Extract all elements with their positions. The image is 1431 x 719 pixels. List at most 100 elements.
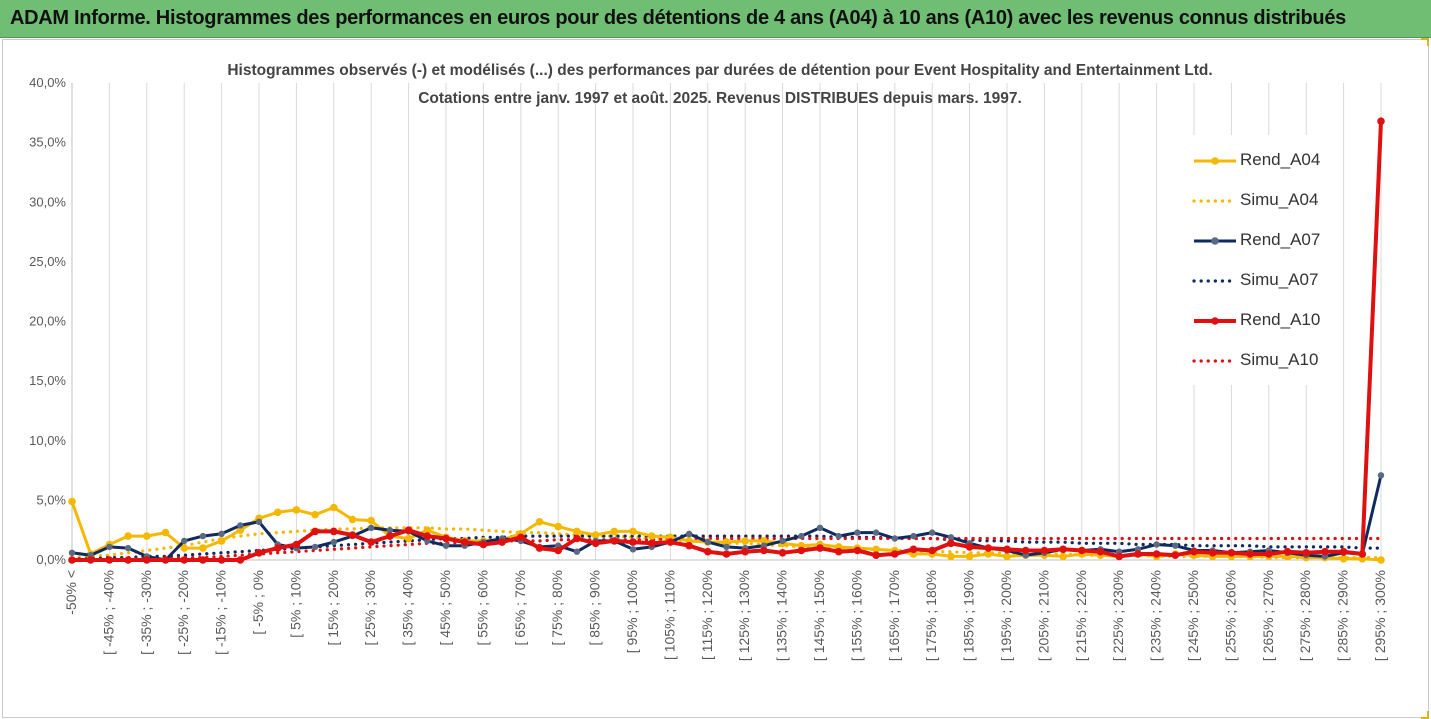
legend-label: Simu_A04 [1240,190,1319,209]
data-point [442,542,450,549]
data-point [1003,545,1011,554]
data-point [217,556,226,564]
legend-item-rend_a10: Rend_A10 [1162,309,1330,333]
data-point [610,527,619,536]
data-point [1208,549,1217,557]
data-point [629,546,637,553]
data-point [554,546,562,555]
data-point [704,538,711,546]
data-point [891,535,898,542]
data-point [1021,546,1030,555]
data-point [1246,550,1254,558]
data-point [1003,552,1011,561]
data-point [161,556,170,564]
data-point [1339,555,1348,563]
data-point [124,556,132,564]
data-point [311,527,319,536]
x-tick-label: [ 165% ; 170% [886,570,902,661]
series-lines [68,117,1385,564]
chart-subtitle: Cotations entre janv. 1997 et août. 2025… [418,90,1022,107]
x-tick-label: [ 185% ; 190% [961,570,977,661]
data-point [199,556,207,564]
data-point [423,526,432,534]
data-point [629,527,637,536]
legend-swatch [1194,237,1236,245]
x-tick-label: [ 205% ; 210% [1035,570,1051,661]
y-tick-label: 35,0% [29,135,66,150]
y-tick-label: 25,0% [29,254,66,269]
data-point [1265,550,1273,558]
data-point [460,538,469,546]
data-point [292,506,301,514]
data-point [1134,550,1142,558]
chart-legend: Rend_A04 Simu_A04 Rend_A07 Simu_A07 Rend_A10… [1162,135,1330,385]
data-point [237,522,244,529]
y-tick-label: 20,0% [29,314,66,329]
data-point [404,526,413,534]
data-point [909,545,918,554]
x-tick-label: [ 85% ; 90% [587,570,603,646]
legend-swatch [1192,279,1238,283]
data-point [1302,549,1310,557]
data-point [535,544,544,552]
data-point [910,532,917,540]
data-point [404,534,413,543]
legend-item-rend_a07: Rend_A07 [1162,229,1330,253]
data-point [816,524,824,531]
data-point [386,527,394,534]
data-point [928,546,936,555]
data-point [217,537,226,545]
data-point [965,543,974,551]
chart-title: Histogrammes observés (-) et modélisés (… [227,62,1213,79]
data-point [236,556,245,564]
data-point [722,538,731,546]
data-point [891,550,899,558]
data-point [741,537,749,545]
data-point [535,518,544,526]
data-point [311,510,319,519]
legend-label: Simu_A10 [1240,350,1319,369]
data-point [1152,550,1161,558]
legend-swatch [1192,359,1238,363]
report-banner: ADAM Informe. Histogrammes des performan… [0,0,1431,38]
legend-label: Rend_A07 [1240,230,1321,249]
data-point [479,540,488,549]
data-point [947,534,955,541]
data-point [348,531,357,539]
data-point [348,515,357,524]
data-point [1339,547,1348,556]
legend-label: Simu_A07 [1240,270,1319,289]
data-point [965,552,974,561]
legend-swatch-marker [1211,317,1219,325]
y-tick-label: 10,0% [29,433,66,448]
data-point [106,543,113,551]
data-point [180,544,188,552]
data-point [741,547,749,556]
data-point [68,497,76,506]
corner-mark [1421,711,1429,719]
data-point [330,503,338,512]
data-point [591,539,600,548]
data-point [629,538,637,546]
x-tick-label: [ -45% ; -40% [100,570,116,655]
legend-swatch [1192,199,1238,203]
x-tick-label: [ -5% ; 0% [250,570,266,635]
data-point [1377,472,1385,479]
data-point [835,532,842,540]
data-point [573,534,581,543]
data-point [86,556,95,564]
data-point [330,538,337,546]
x-tick-label: [ 225% ; 230% [1110,570,1126,661]
y-tick-label: 15,0% [29,373,66,388]
data-point [872,545,880,554]
data-point [124,544,132,552]
data-point [591,531,600,539]
x-tick-labels: -50% < [ -45% ; -40% [ -35% ; -30% [ -25% ;… [63,570,1388,661]
data-point [1321,547,1329,556]
x-tick-label: [ 255% ; 260% [1222,570,1238,661]
data-point [947,552,955,561]
x-tick-label: [ 15% ; 20% [325,570,341,646]
data-point [929,529,936,536]
data-point [1283,547,1292,556]
